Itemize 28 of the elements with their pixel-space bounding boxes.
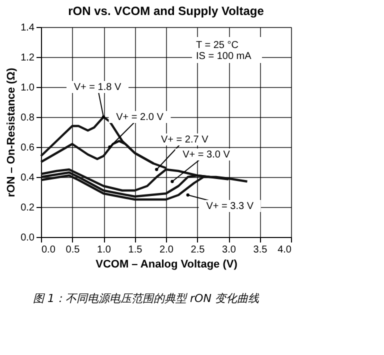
y-tick-label: 0.0 bbox=[20, 232, 35, 244]
annotation: T = 25 °C bbox=[196, 40, 238, 51]
x-tick-label: 0.5 bbox=[66, 244, 80, 256]
annotation: V+ = 3.3 V bbox=[206, 201, 254, 212]
y-tick-label: 1.4 bbox=[20, 22, 35, 34]
x-tick-label: 4.0 bbox=[278, 244, 292, 256]
x-tick-label: 2.5 bbox=[190, 244, 206, 256]
annotation: V+ = 3.0 V bbox=[182, 150, 230, 160]
x-tick-label: 2.0 bbox=[160, 244, 174, 256]
annotation: V+ = 1.8 V bbox=[74, 82, 122, 93]
y-tick-label: 1.2 bbox=[20, 52, 35, 64]
y-tick-label: 0.6 bbox=[20, 142, 35, 154]
x-tick-label: 3.0 bbox=[222, 244, 236, 256]
annotation: V+ = 2.7 V bbox=[160, 134, 209, 146]
y-tick-label: 0.2 bbox=[20, 202, 35, 214]
y-tick-label: 0.8 bbox=[20, 112, 35, 124]
x-tick-label: 3.5 bbox=[253, 244, 268, 256]
annotation: IS = 100 mA bbox=[196, 51, 252, 62]
x-tick-label: 1.0 bbox=[97, 244, 112, 256]
y-tick-label: 1.0 bbox=[20, 82, 35, 94]
y-axis-title: rON – On-Resistance (Ω) bbox=[6, 68, 18, 198]
y-tick-label: 0.4 bbox=[20, 172, 35, 184]
x-tick-label: 0.0 bbox=[42, 244, 56, 256]
chart-title: rON vs. VCOM and Supply Voltage bbox=[68, 4, 264, 18]
annotation: V+ = 2.0 V bbox=[116, 112, 164, 123]
caption: 图 1：不同电源电压范围的典型 rON 变化曲线 bbox=[33, 292, 260, 305]
x-tick-label: 1.5 bbox=[128, 244, 143, 256]
x-axis-title: VCOM – Analog Voltage (V) bbox=[96, 258, 238, 270]
